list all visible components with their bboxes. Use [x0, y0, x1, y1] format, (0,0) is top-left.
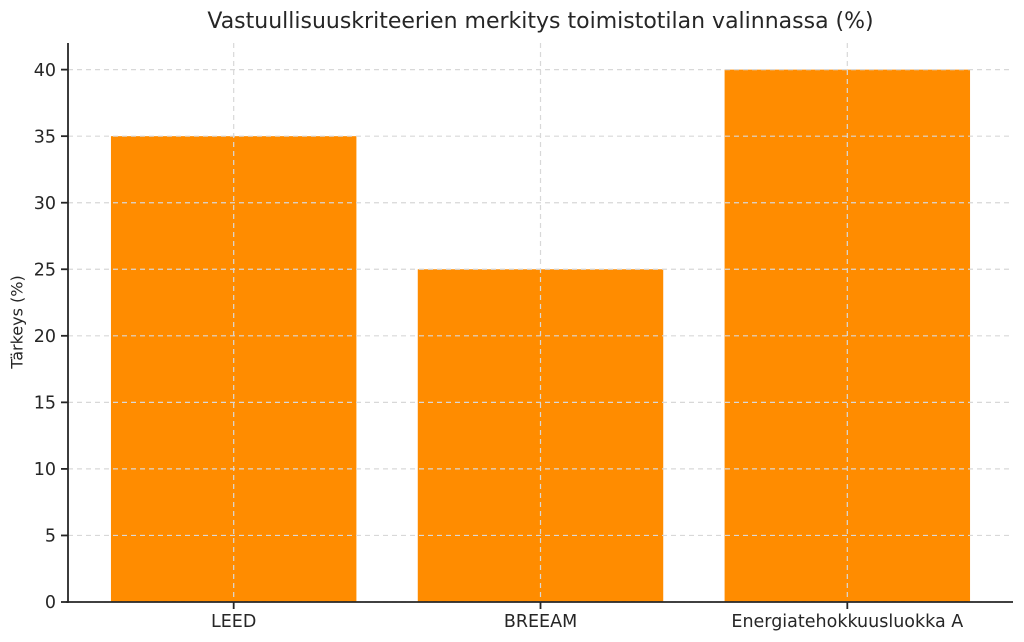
x-tick-label: LEED [211, 612, 256, 632]
y-tick-label: 25 [34, 260, 56, 280]
y-tick-label: 15 [34, 394, 56, 414]
y-tick-label: 10 [34, 460, 56, 480]
y-tick-label: 40 [34, 61, 56, 81]
x-tick-label: Energiatehokkuusluokka A [731, 612, 963, 632]
y-tick-label: 35 [34, 127, 56, 147]
y-tick-label: 0 [45, 593, 56, 613]
chart-title: Vastuullisuuskriteerien merkitys toimist… [207, 9, 874, 34]
y-tick-label: 5 [45, 527, 56, 547]
y-tick-label: 20 [34, 327, 56, 347]
bar [417, 269, 664, 602]
y-tick-label: 30 [34, 194, 56, 214]
x-tick-label: BREEAM [504, 612, 577, 632]
